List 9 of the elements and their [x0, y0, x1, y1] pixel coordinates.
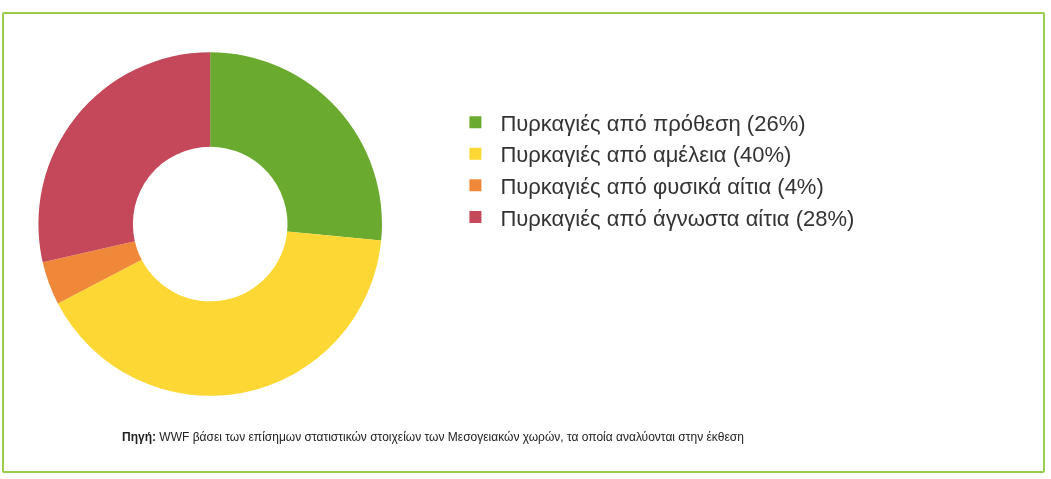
text: Πηγή: WWF βάσει των επίσημων στατιστικών στοιχείων των Μεσογειακών χωρών, τα οποία αναλύονται στην έκθεση [122, 430, 744, 444]
donut-slice [57, 231, 382, 396]
legend-label: Πυρκαγιές από αμέλεια (40%) [500, 142, 792, 168]
legend-label: Πυρκαγιές από άγνωστα αίτια (28%) [500, 205, 855, 231]
donut-slice [210, 52, 382, 241]
legend-label: Πυρκαγιές από φυσικά αίτια (4%) [500, 173, 824, 199]
donut-slice [42, 241, 142, 304]
donut-slice [38, 52, 211, 263]
legend-label: Πυρκαγιές από πρόθεση (26%) [500, 110, 806, 136]
